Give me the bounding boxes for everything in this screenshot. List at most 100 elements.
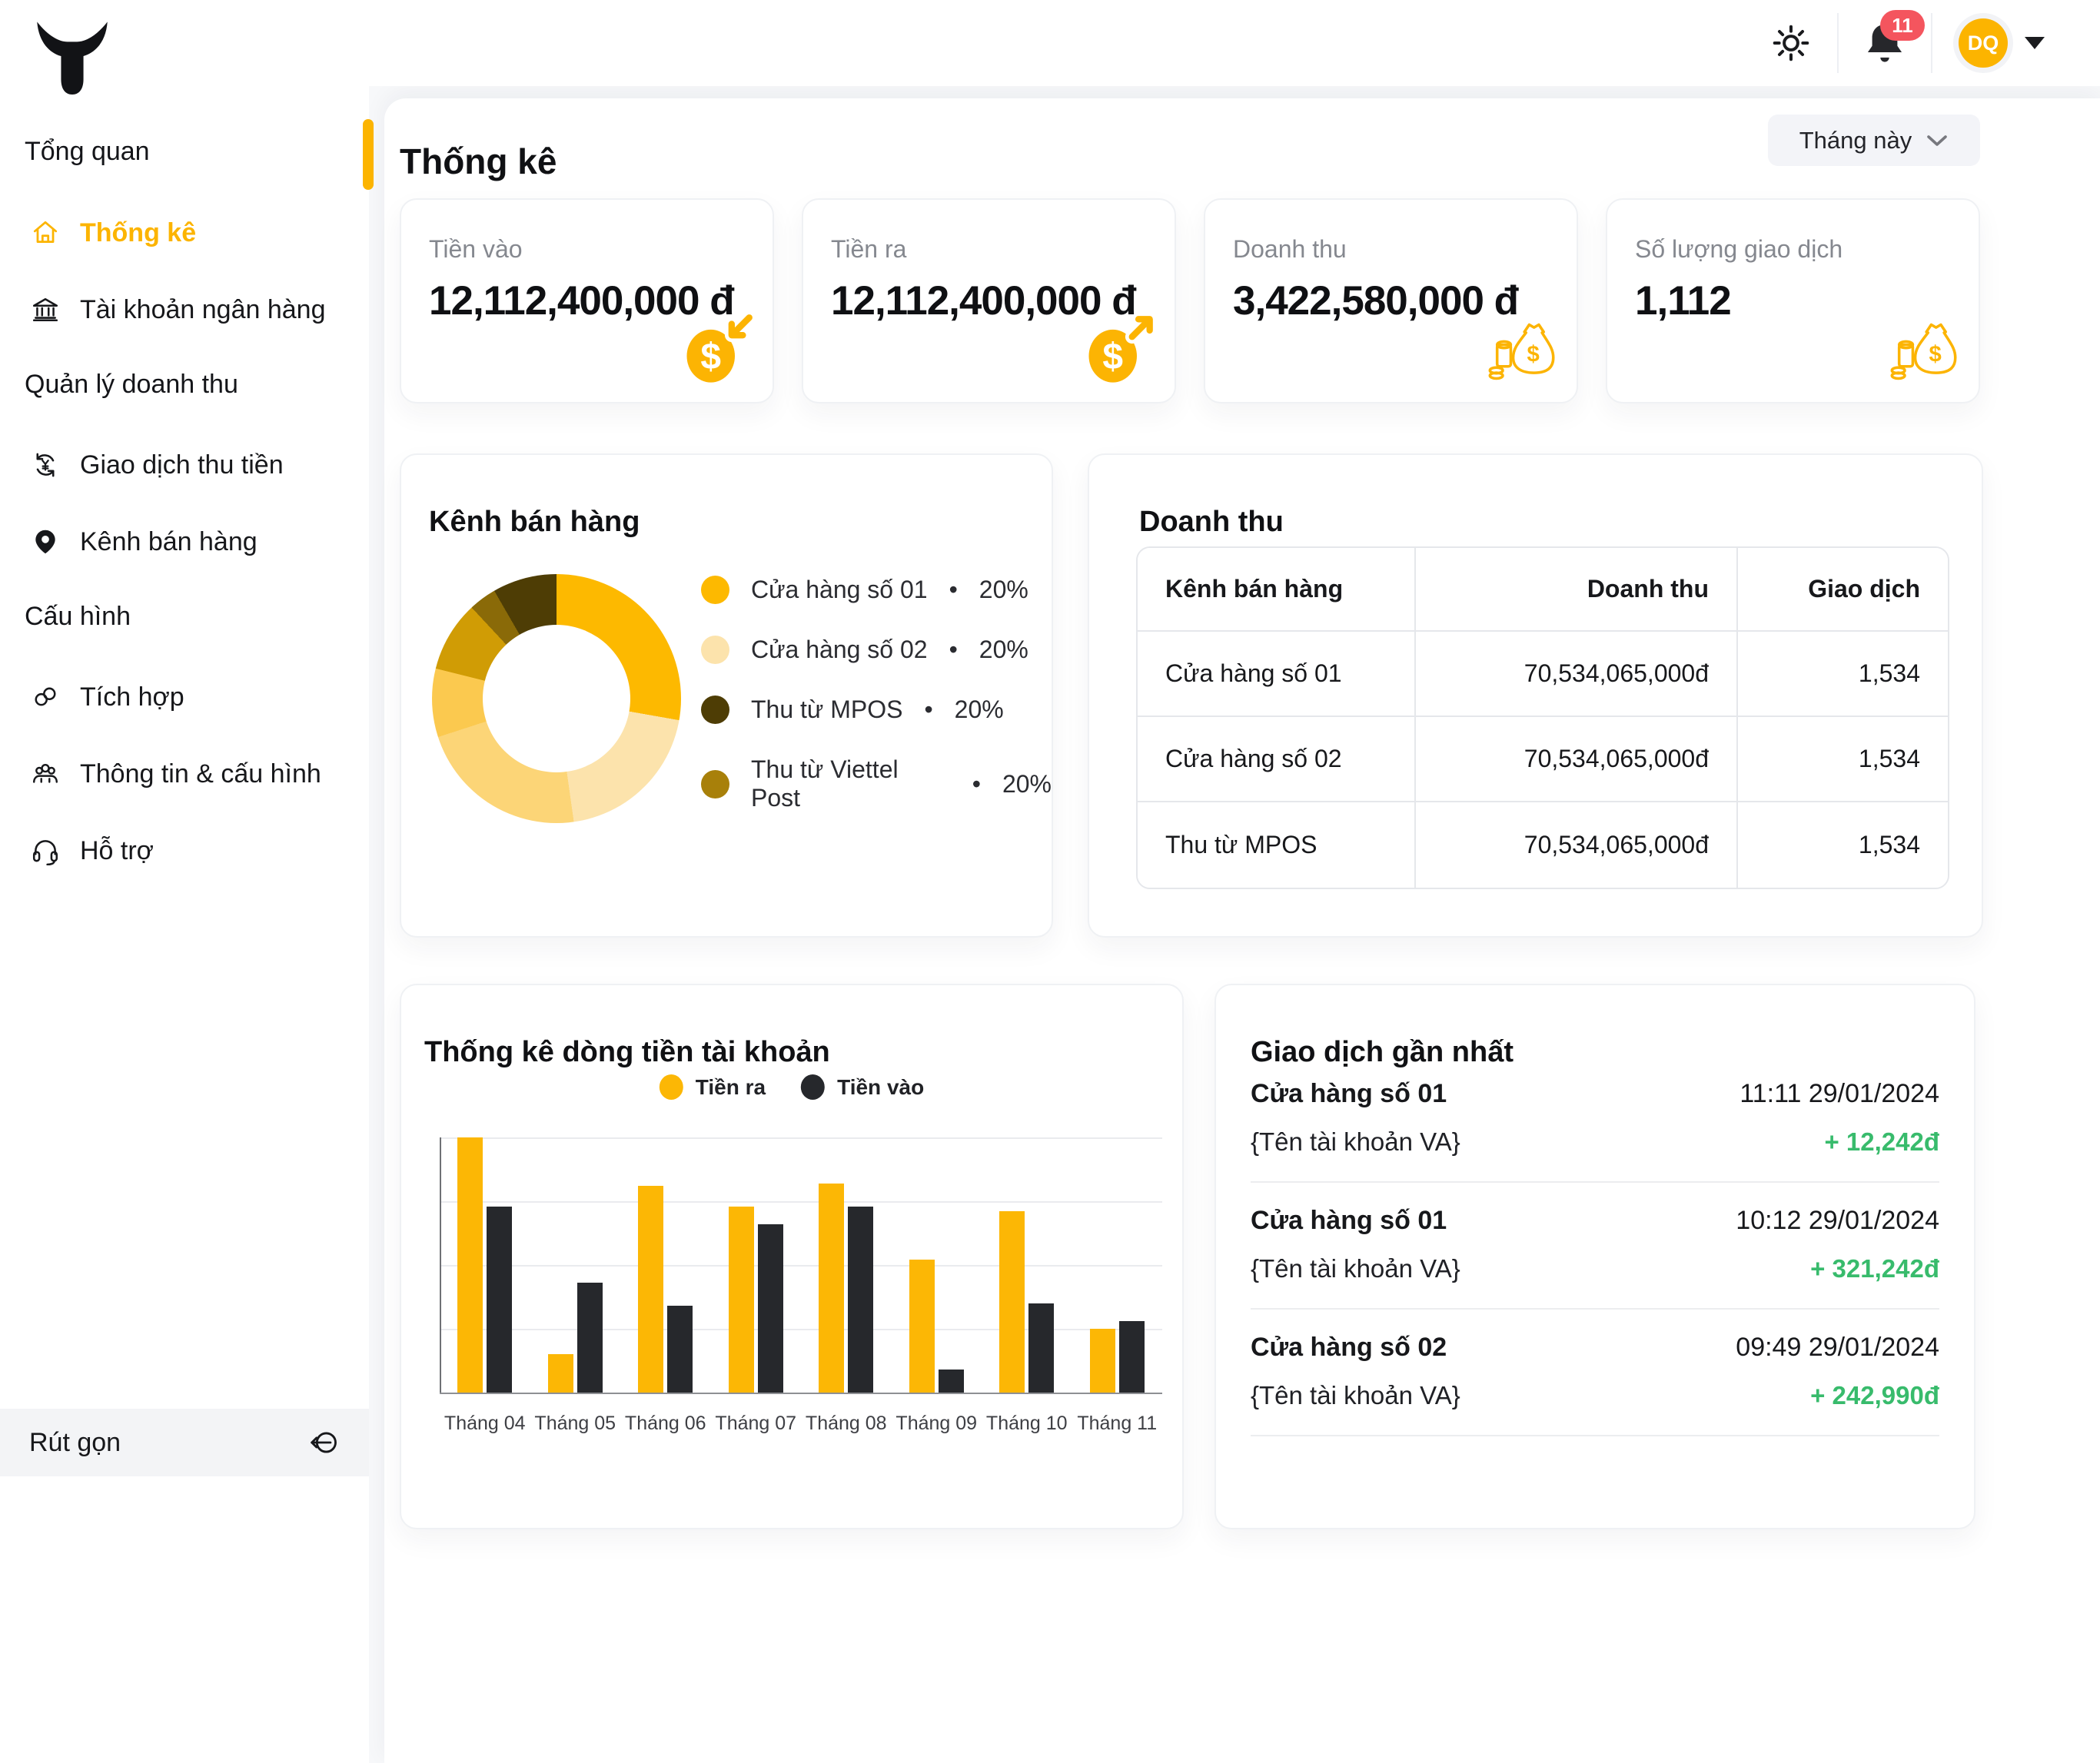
stat-value: 1,112	[1635, 278, 1732, 324]
sidebar-item-label: Tích hợp	[80, 682, 184, 712]
sales-channels-card: Kênh bán hàng Cửa hàng số 01 • 20% Cửa h…	[400, 453, 1053, 938]
svg-text:$: $	[700, 337, 721, 377]
top-bar: 11 DQ	[369, 0, 2100, 86]
gridline	[440, 1265, 1162, 1267]
transaction-store: Cửa hàng số 01	[1251, 1206, 1447, 1235]
notification-badge: 11	[1880, 10, 1925, 41]
legend-dot	[701, 576, 729, 604]
notifications-button[interactable]: 11	[1865, 10, 1925, 65]
stat-card-tien-ra: Tiền ra 12,112,400,000 đ $	[802, 198, 1176, 403]
column-header: Doanh thu	[1414, 548, 1736, 632]
bar-tien-vao	[667, 1306, 693, 1393]
legend-dot	[701, 636, 729, 664]
cell-revenue: 70,534,065,000đ	[1414, 802, 1736, 888]
transaction-account: {Tên tài khoản VA}	[1251, 1127, 1460, 1156]
page-title: Thống kê	[400, 141, 557, 181]
sidebar-item-thong-tin-cau-hinh[interactable]: Thông tin & cấu hình	[31, 753, 346, 795]
table-row: Thu từ MPOS 70,534,065,000đ 1,534	[1138, 802, 1948, 888]
currency-cycle-icon	[31, 450, 60, 480]
stat-value: 3,422,580,000 đ	[1233, 278, 1519, 324]
column-header: Kênh bán hàng	[1138, 548, 1414, 632]
bank-icon	[31, 295, 60, 324]
transaction-amount: + 321,242đ	[1810, 1254, 1939, 1283]
legend-percent: 20%	[1002, 769, 1052, 798]
x-axis-label: Tháng 06	[624, 1413, 706, 1434]
card-title: Thống kê dòng tiền tài khoản	[424, 1035, 830, 1068]
transaction-item: Cửa hàng số 02 09:49 29/01/2024 {Tên tài…	[1251, 1333, 1939, 1436]
column-header: Giao dịch	[1736, 548, 1948, 632]
revenue-table: Kênh bán hàng Doanh thu Giao dịch Cửa hà…	[1136, 546, 1949, 889]
home-icon	[31, 218, 60, 247]
legend-item: Thu từ Viettel Post • 20%	[701, 755, 1052, 812]
theme-toggle-button[interactable]	[1771, 23, 1811, 63]
sun-icon	[1771, 23, 1811, 63]
transaction-time: 11:11 29/01/2024	[1739, 1079, 1939, 1108]
cell-transactions: 1,534	[1736, 632, 1948, 717]
sidebar-item-tich-hop[interactable]: Tích hợp	[31, 676, 346, 718]
bar-tien-ra	[909, 1260, 935, 1393]
cell-revenue: 70,534,065,000đ	[1414, 717, 1736, 802]
sidebar-section-overview: Tổng quan	[25, 137, 150, 166]
bar-tien-ra	[547, 1354, 573, 1393]
transaction-store: Cửa hàng số 02	[1251, 1333, 1447, 1362]
cell-channel: Cửa hàng số 02	[1138, 717, 1414, 802]
bar-tien-vao	[1028, 1303, 1055, 1393]
legend-label: Thu từ Viettel Post	[751, 755, 899, 812]
sidebar-item-ho-tro[interactable]: Hỗ trợ	[31, 830, 346, 872]
legend-item: Thu từ MPOS • 20%	[701, 696, 1052, 724]
link-icon	[31, 682, 60, 712]
headset-icon	[31, 836, 60, 865]
cell-channel: Cửa hàng số 01	[1138, 632, 1414, 717]
sidebar-item-label: Thông tin & cấu hình	[80, 759, 321, 789]
active-section-indicator	[363, 119, 374, 190]
cell-transactions: 1,534	[1736, 802, 1948, 888]
legend-label: Cửa hàng số 01	[751, 576, 928, 603]
svg-text:$: $	[1527, 342, 1540, 367]
svg-text:$: $	[1102, 337, 1123, 377]
transaction-item: Cửa hàng số 01 11:11 29/01/2024 {Tên tài…	[1251, 1079, 1939, 1183]
divider	[1251, 1181, 1939, 1183]
bar-group	[530, 1137, 621, 1393]
gridline	[440, 1329, 1162, 1330]
donut-chart	[432, 574, 681, 823]
gridline	[440, 1201, 1162, 1203]
legend-dot	[701, 769, 729, 798]
bar-group	[620, 1137, 711, 1393]
bar-group	[892, 1137, 982, 1393]
bar-plot	[440, 1137, 1162, 1393]
sidebar-item-tai-khoan-ngan-hang[interactable]: Tài khoản ngân hàng	[31, 289, 346, 330]
sidebar-item-giao-dich-thu-tien[interactable]: Giao dịch thu tiền	[31, 444, 346, 486]
bar-tien-vao	[757, 1224, 783, 1393]
table-row: Cửa hàng số 01 70,534,065,000đ 1,534	[1138, 632, 1948, 717]
chevron-down-icon	[1926, 133, 1949, 148]
sidebar-section-revenue: Quản lý doanh thu	[25, 370, 238, 399]
bar-tien-ra	[1089, 1329, 1115, 1393]
legend-label: Tiền ra	[695, 1074, 766, 1099]
user-menu[interactable]: DQ	[1959, 18, 2045, 68]
sidebar-collapse-button[interactable]: Rút gọn	[0, 1409, 369, 1476]
sidebar-item-thong-ke[interactable]: Thống kê	[31, 212, 346, 254]
sidebar-item-label: Thống kê	[80, 217, 197, 247]
transaction-account: {Tên tài khoản VA}	[1251, 1381, 1460, 1409]
divider	[1931, 13, 1932, 73]
bar-tien-vao	[938, 1370, 964, 1393]
period-filter-dropdown[interactable]: Tháng này	[1768, 115, 1980, 166]
stat-value: 12,112,400,000 đ	[831, 278, 1137, 324]
gridline	[440, 1137, 1162, 1139]
legend-label: Tiền vào	[837, 1074, 925, 1099]
legend-label: Thu từ MPOS	[751, 696, 903, 723]
coin-arrow-out-icon: $	[1079, 313, 1156, 390]
money-bag-icon: $	[1886, 316, 1960, 390]
legend-item: Tiền vào	[801, 1074, 924, 1100]
period-filter-label: Tháng này	[1799, 126, 1912, 154]
x-axis-line	[440, 1393, 1162, 1394]
stat-label: Tiền vào	[429, 235, 523, 263]
stat-label: Số lượng giao dịch	[1635, 235, 1843, 263]
legend-item: Tiền ra	[659, 1074, 766, 1100]
transactions-list: Cửa hàng số 01 11:11 29/01/2024 {Tên tài…	[1251, 1056, 1939, 1436]
bar-group	[440, 1137, 530, 1393]
card-title: Kênh bán hàng	[429, 505, 640, 538]
sidebar-item-kenh-ban-hang[interactable]: Kênh bán hàng	[31, 521, 346, 563]
legend-label: Cửa hàng số 02	[751, 636, 928, 663]
